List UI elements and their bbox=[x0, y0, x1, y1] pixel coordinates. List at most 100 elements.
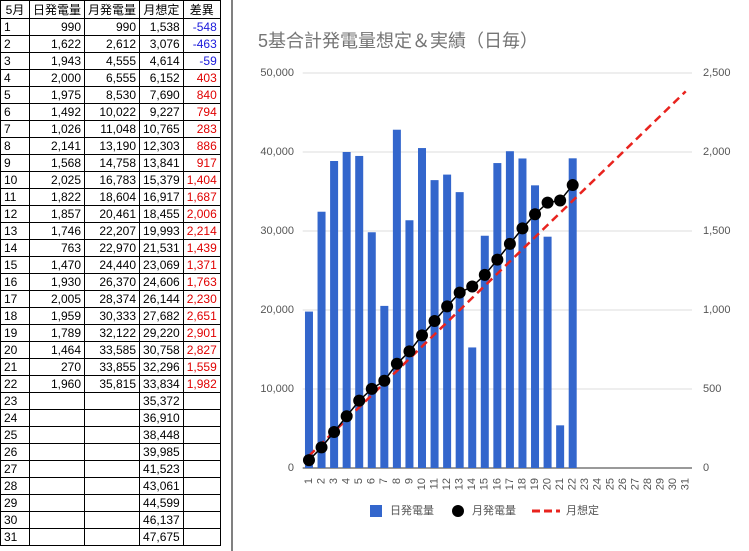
y-tick-label: 0 bbox=[288, 462, 294, 474]
cell: 1,371 bbox=[182, 256, 221, 274]
dot bbox=[478, 268, 491, 281]
x-tick-label: 25 bbox=[604, 478, 616, 490]
dot bbox=[416, 329, 429, 342]
cell: 22,970 bbox=[84, 239, 141, 257]
cell: 35,372 bbox=[139, 392, 184, 410]
bar bbox=[505, 151, 514, 468]
cell: 1,464 bbox=[28, 341, 86, 359]
x-tick-label: 16 bbox=[491, 478, 503, 490]
row: 3 1,943 4,555 4,614 -59 bbox=[0, 52, 221, 70]
bar bbox=[518, 158, 527, 468]
y2-tick-label: 2,500 bbox=[703, 67, 731, 79]
row: 1 990 990 1,538 -548 bbox=[0, 18, 221, 36]
cell: 22 bbox=[0, 375, 30, 393]
dot bbox=[554, 194, 567, 207]
cell: 283 bbox=[182, 120, 221, 138]
x-tick-label: 12 bbox=[441, 478, 453, 490]
y2-tick-label: 1,000 bbox=[703, 304, 731, 316]
bar bbox=[317, 211, 326, 468]
cell: 917 bbox=[182, 154, 221, 172]
row: 31 47,675 bbox=[0, 528, 221, 546]
x-tick-label: 11 bbox=[428, 478, 440, 489]
y-tick-label: 20,000 bbox=[260, 304, 294, 316]
legend-label: 月発電量 bbox=[472, 503, 516, 517]
cell: 4,614 bbox=[139, 52, 184, 70]
x-tick-label: 4 bbox=[341, 478, 353, 484]
dot bbox=[390, 357, 403, 370]
dot bbox=[491, 253, 504, 266]
x-tick-label: 30 bbox=[667, 478, 679, 490]
y2-tick-label: 500 bbox=[703, 383, 721, 395]
row: 18 1,959 30,333 27,682 2,651 bbox=[0, 307, 221, 325]
cell: 26,370 bbox=[84, 273, 141, 291]
dot bbox=[328, 426, 341, 439]
x-tick-label: 31 bbox=[680, 478, 692, 490]
y2-tick-label: 2,000 bbox=[703, 146, 731, 158]
header-row: 5月 日発電量 月発電量 月想定 差異 bbox=[0, 0, 221, 19]
y-tick-label: 30,000 bbox=[260, 225, 294, 237]
cell: 2,651 bbox=[182, 307, 221, 325]
row: 20 1,464 33,585 30,758 2,827 bbox=[0, 341, 221, 359]
dot bbox=[529, 208, 542, 221]
dot bbox=[302, 454, 315, 467]
cell: 13,841 bbox=[139, 154, 184, 172]
cell: 46,137 bbox=[139, 511, 184, 529]
dot bbox=[378, 374, 391, 387]
row: 13 1,746 22,207 19,993 2,214 bbox=[0, 222, 221, 240]
row: 21 270 33,855 32,296 1,559 bbox=[0, 358, 221, 376]
cell: 43,061 bbox=[139, 477, 184, 495]
cell: 1,975 bbox=[28, 86, 86, 104]
row: 26 39,985 bbox=[0, 443, 221, 461]
cell: 33,834 bbox=[139, 375, 184, 393]
series-line bbox=[308, 184, 574, 461]
dot bbox=[353, 394, 366, 407]
cell: 2,025 bbox=[28, 171, 86, 189]
cell: 18,604 bbox=[84, 188, 141, 206]
cell: 22,207 bbox=[84, 222, 141, 240]
x-tick-label: 18 bbox=[516, 478, 528, 490]
row: 10 2,025 16,783 15,379 1,404 bbox=[0, 171, 221, 189]
chart-title: 5基合計発電量想定＆実績（日毎） bbox=[258, 31, 538, 51]
cell: 28,374 bbox=[84, 290, 141, 308]
x-tick-label: 3 bbox=[328, 478, 340, 484]
y-tick-label: 50,000 bbox=[260, 67, 294, 79]
cell: -463 bbox=[182, 35, 221, 53]
bar bbox=[405, 220, 414, 468]
bar bbox=[556, 425, 565, 468]
x-tick-label: 20 bbox=[541, 478, 553, 490]
dot bbox=[466, 280, 479, 293]
cell: 9,227 bbox=[139, 103, 184, 121]
bar bbox=[493, 163, 502, 468]
cell: 20,461 bbox=[84, 205, 141, 223]
y2-tick-label: 1,500 bbox=[703, 225, 731, 237]
y2-tick-label: 0 bbox=[703, 462, 709, 474]
x-tick-label: 29 bbox=[655, 478, 667, 490]
cell: 30,758 bbox=[139, 341, 184, 359]
bar bbox=[531, 185, 540, 468]
legend-swatch bbox=[452, 505, 464, 517]
cell: 30,333 bbox=[84, 307, 141, 325]
data-table: 5月 日発電量 月発電量 月想定 差異 1 990 990 1,538 -548 2 1,622 2,6… bbox=[0, 0, 221, 546]
row: 5 1,975 8,530 7,690 840 bbox=[0, 86, 221, 104]
row: 11 1,822 18,604 16,917 1,687 bbox=[0, 188, 221, 206]
cell: 763 bbox=[28, 239, 86, 257]
cell: 31 bbox=[0, 528, 30, 546]
x-tick-label: 17 bbox=[504, 478, 516, 490]
row: 28 43,061 bbox=[0, 477, 221, 495]
x-tick-label: 13 bbox=[454, 478, 466, 490]
cell: 4,555 bbox=[84, 52, 141, 70]
x-tick-label: 6 bbox=[366, 478, 378, 484]
x-tick-label: 9 bbox=[403, 478, 415, 484]
row: 30 46,137 bbox=[0, 511, 221, 529]
cell: 1,568 bbox=[28, 154, 86, 172]
cell: 15,379 bbox=[139, 171, 184, 189]
cell: 29,220 bbox=[139, 324, 184, 342]
bar bbox=[380, 305, 389, 468]
cell: 29 bbox=[0, 494, 30, 512]
bar bbox=[455, 192, 464, 468]
dot bbox=[541, 196, 554, 209]
dot bbox=[503, 237, 516, 250]
cell: 1,026 bbox=[28, 120, 86, 138]
bar bbox=[468, 347, 477, 468]
bar bbox=[342, 152, 351, 468]
